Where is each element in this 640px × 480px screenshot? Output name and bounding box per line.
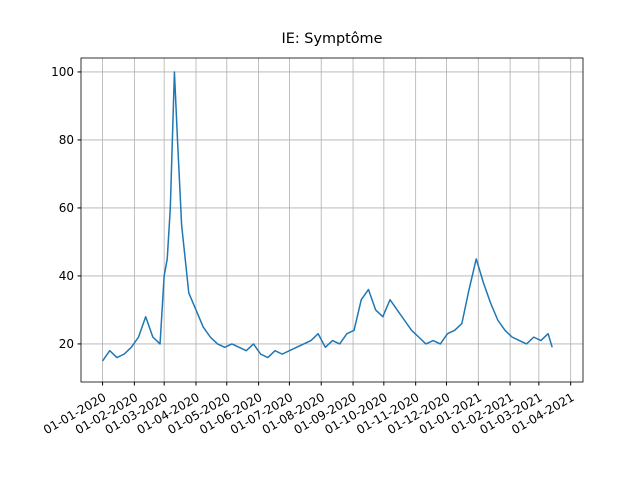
- plot-frame: [80, 57, 584, 383]
- y-tick-label: 40: [59, 269, 74, 283]
- data-line: [101, 71, 553, 362]
- y-tick-label: 60: [59, 201, 74, 215]
- y-tick-label: 100: [51, 65, 74, 79]
- y-tick-label: 20: [59, 337, 74, 351]
- y-tick-label: 80: [59, 133, 74, 147]
- chart-title: IE: Symptôme: [282, 31, 383, 47]
